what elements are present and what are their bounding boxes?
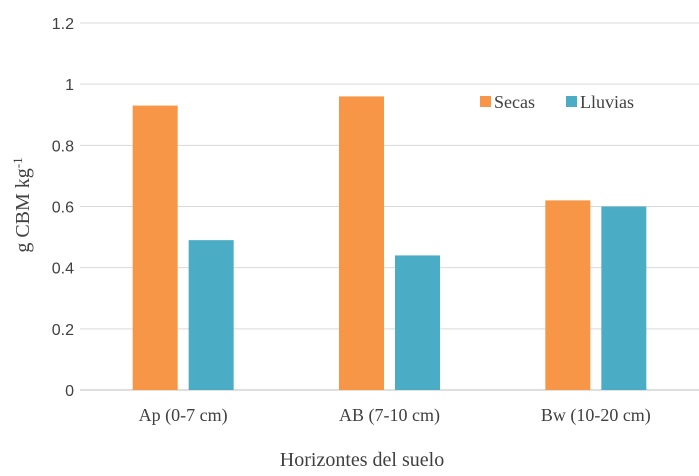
y-axis-title-superscript: -1 (10, 157, 25, 168)
y-tick-label: 0.2 (52, 322, 74, 339)
bar-lluvias-3 (601, 206, 647, 390)
x-category-labels: Ap (0-7 cm) AB (7-10 cm) Bw (10-20 cm) (139, 405, 651, 426)
bar-secas-1 (132, 105, 178, 390)
y-tick-label: 0.8 (52, 138, 74, 155)
y-axis-title: g CBM kg-1 (10, 157, 34, 252)
bars (132, 96, 647, 391)
y-tick-label: 1.2 (52, 16, 74, 33)
bar-secas-3 (545, 200, 591, 390)
legend-swatch-lluvias (566, 96, 577, 107)
x-category-label: Bw (10-20 cm) (541, 405, 651, 426)
y-axis-title-main: g CBM kg (12, 168, 34, 252)
legend: Secas Lluvias (480, 92, 634, 112)
x-category-label: Ap (0-7 cm) (139, 405, 228, 426)
legend-label-lluvias: Lluvias (580, 92, 634, 112)
y-tick-labels: 0 0.2 0.4 0.6 0.8 1 1.2 (52, 16, 74, 400)
bar-secas-2 (339, 96, 384, 391)
legend-swatch-secas (480, 96, 491, 107)
x-axis-title: Horizontes del suelo (280, 449, 444, 471)
grid-lines (80, 22, 699, 391)
x-category-label: AB (7-10 cm) (339, 405, 440, 426)
y-tick-label: 0.6 (52, 200, 74, 217)
bar-lluvias-2 (395, 255, 440, 390)
legend-label-secas: Secas (494, 92, 535, 112)
y-tick-label: 0.4 (52, 261, 74, 278)
bar-lluvias-1 (188, 240, 234, 390)
y-tick-label: 1 (65, 77, 74, 94)
y-tick-label: 0 (65, 383, 74, 400)
